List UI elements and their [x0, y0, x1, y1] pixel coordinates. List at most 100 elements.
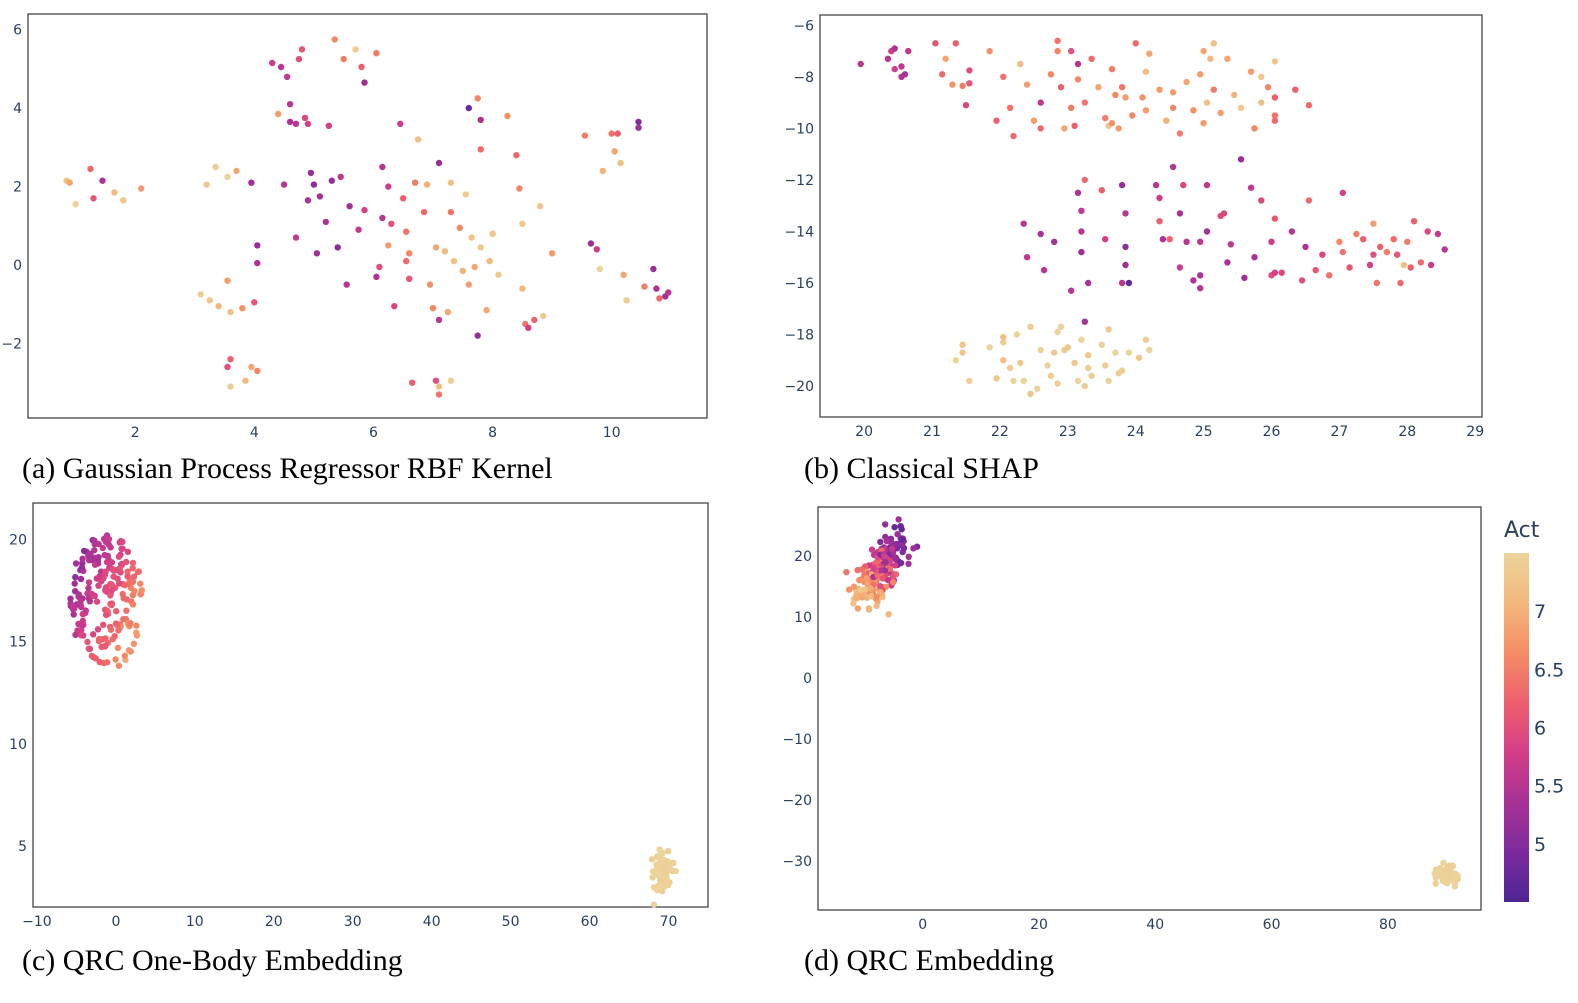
data-point — [403, 257, 410, 265]
data-point — [411, 179, 419, 186]
data-point — [843, 569, 850, 576]
x-tick-label: 4 — [250, 425, 259, 441]
y-tick-label: −10 — [784, 121, 814, 137]
x-tick-label: 27 — [1330, 424, 1348, 440]
data-point — [857, 586, 864, 593]
data-point — [119, 538, 126, 545]
data-point — [304, 120, 312, 128]
data-point — [623, 297, 630, 304]
data-point — [134, 568, 142, 576]
data-point — [648, 856, 656, 863]
data-point — [1156, 218, 1163, 225]
data-point — [932, 40, 939, 47]
data-point — [1156, 194, 1163, 202]
data-point — [1085, 352, 1092, 359]
data-point — [888, 545, 896, 552]
data-point — [99, 177, 106, 184]
data-point — [227, 356, 234, 363]
data-point — [444, 308, 452, 316]
data-point — [854, 605, 862, 612]
data-point — [1020, 220, 1027, 227]
data-point — [1047, 372, 1055, 379]
data-point — [115, 553, 123, 560]
data-point — [1054, 380, 1061, 387]
data-point — [88, 590, 95, 597]
data-point — [450, 257, 458, 265]
x-tick-label: 60 — [1263, 917, 1281, 933]
data-point — [334, 244, 341, 251]
x-tick-label: 21 — [923, 424, 941, 440]
data-point — [882, 558, 889, 566]
data-point — [1118, 84, 1126, 91]
chart-d-x-ticks: 0 20 40 60 80 — [918, 917, 1397, 933]
data-point — [91, 561, 99, 568]
data-point — [620, 271, 627, 278]
data-point — [114, 575, 121, 582]
data-point — [435, 391, 443, 398]
chart-b-y-ticks: −20 −18 −16 −14 −12 −10 −8 −6 — [784, 18, 814, 395]
data-point — [441, 248, 449, 255]
colorbar: Act 7 6.5 6 5.5 5 — [1504, 518, 1564, 902]
data-point — [1125, 349, 1133, 356]
data-point — [1197, 238, 1204, 245]
data-point — [519, 220, 526, 227]
data-point — [98, 643, 105, 650]
y-tick-label: 0 — [803, 671, 812, 687]
data-point — [456, 224, 463, 231]
x-tick-label: 2 — [131, 425, 140, 441]
data-point — [486, 257, 493, 265]
data-point — [1346, 264, 1353, 271]
data-point — [242, 377, 249, 384]
data-point — [1197, 71, 1204, 78]
data-point — [107, 544, 114, 551]
data-point — [1427, 261, 1435, 269]
data-point — [614, 130, 621, 137]
colorbar-ticks: 7 6.5 6 5.5 5 — [1534, 601, 1564, 856]
data-point — [406, 250, 413, 257]
chart-d-points — [843, 516, 1462, 890]
data-point — [72, 560, 80, 567]
data-point — [513, 152, 520, 159]
data-point — [435, 316, 443, 324]
data-point — [111, 189, 118, 196]
data-point — [516, 185, 523, 192]
data-point — [959, 341, 966, 348]
data-point — [1440, 859, 1447, 866]
data-point — [1078, 207, 1085, 214]
data-point — [420, 208, 428, 216]
data-point — [1068, 104, 1075, 112]
data-point — [1353, 230, 1360, 238]
data-point — [1115, 125, 1122, 132]
data-point — [102, 611, 110, 619]
data-point — [1302, 243, 1309, 251]
data-point — [1044, 362, 1051, 369]
data-point — [108, 601, 115, 609]
chart-a-caption: (a) Gaussian Process Regressor RBF Kerne… — [22, 452, 553, 485]
data-point — [346, 203, 353, 210]
data-point — [100, 621, 107, 628]
data-point — [77, 575, 85, 583]
data-point — [108, 586, 116, 594]
chart-c-points — [67, 532, 679, 908]
data-point — [358, 63, 365, 71]
data-point — [889, 573, 896, 581]
data-point — [477, 146, 484, 153]
data-point — [129, 565, 136, 572]
data-point — [310, 181, 318, 188]
data-point — [898, 536, 906, 543]
x-tick-label: 24 — [1127, 424, 1145, 440]
data-point — [138, 185, 145, 192]
chart-a-x-ticks: 2 4 6 8 10 — [131, 425, 621, 441]
data-point — [863, 575, 870, 582]
data-point — [1271, 117, 1279, 124]
y-tick-label: 6 — [13, 23, 22, 39]
data-point — [435, 159, 443, 167]
data-point — [1432, 880, 1439, 887]
data-point — [459, 267, 466, 275]
data-point — [1000, 339, 1007, 346]
data-point — [1068, 47, 1075, 55]
data-point — [1105, 326, 1112, 333]
chart-c-caption: (c) QRC One-Body Embedding — [22, 944, 403, 977]
data-point — [1027, 323, 1034, 330]
